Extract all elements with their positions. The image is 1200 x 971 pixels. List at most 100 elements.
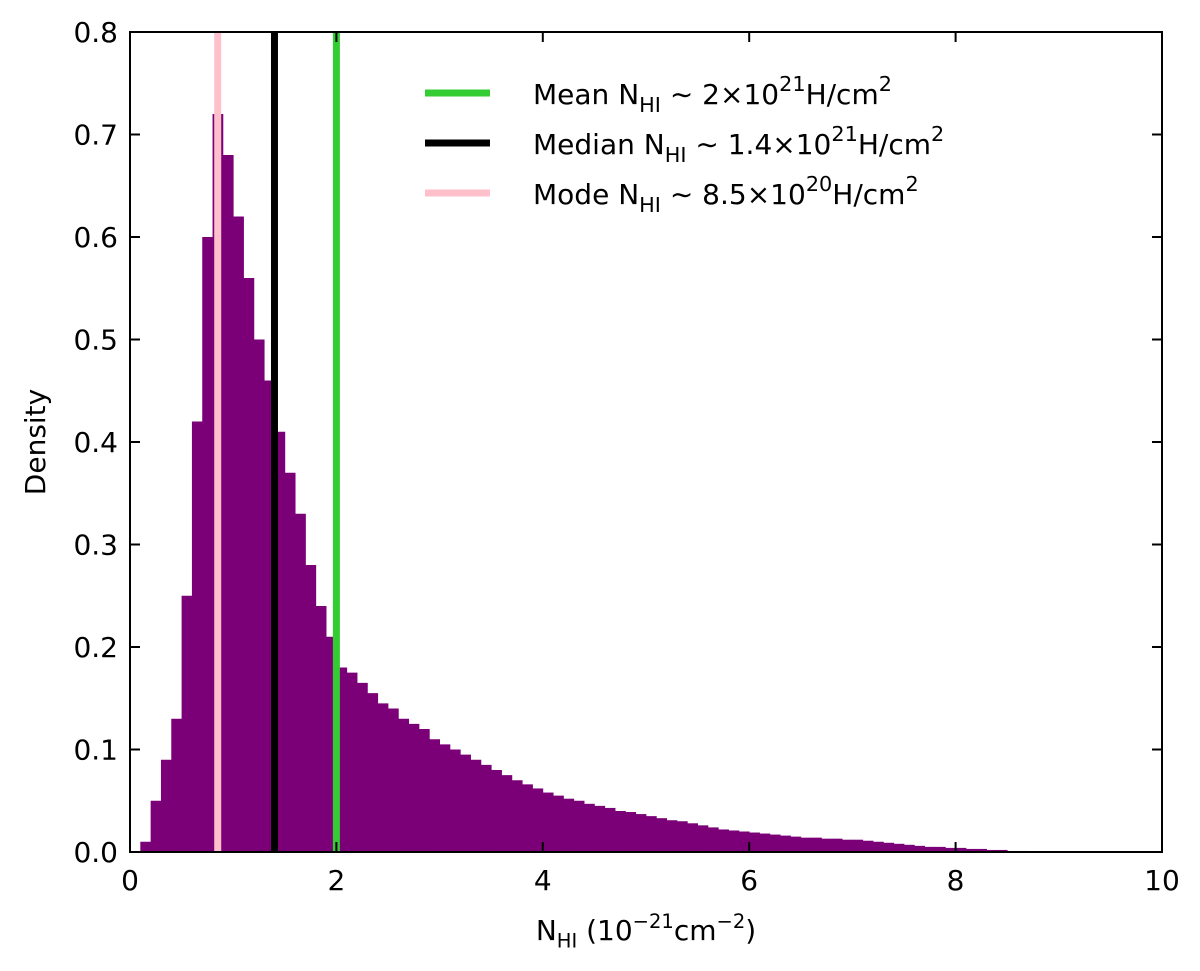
bar (573, 800, 585, 852)
x-tick-label: 6 (740, 864, 758, 897)
bar (264, 380, 275, 852)
bar (522, 784, 533, 852)
legend-label-part: 20 (806, 172, 832, 196)
bar (243, 278, 255, 852)
bar (656, 818, 668, 852)
legend-label-part: ∼ 1.4×10 (686, 128, 831, 161)
bar (914, 845, 926, 852)
bar (666, 820, 678, 852)
y-axis-label: Density (19, 389, 52, 495)
bar (945, 847, 956, 852)
bar (274, 431, 286, 852)
bar (150, 800, 162, 852)
x-tick-label: 0 (121, 864, 139, 897)
bar (470, 759, 482, 852)
bar (439, 744, 451, 852)
bar (852, 839, 864, 852)
bar (821, 838, 833, 852)
x-tick-label: 2 (327, 864, 345, 897)
legend-label-part: H/cm (832, 178, 905, 211)
bar (584, 803, 595, 852)
bar (563, 798, 575, 852)
y-tick-label: 0.7 (73, 119, 118, 152)
bar (800, 837, 812, 852)
bar (976, 848, 987, 852)
bar (171, 718, 182, 852)
bar (491, 770, 502, 852)
bar (738, 831, 750, 852)
bar (707, 827, 719, 852)
x-axis-label-part: −21 (633, 910, 674, 933)
bar (780, 835, 791, 852)
y-tick-label: 0.1 (73, 734, 118, 767)
bar (625, 812, 637, 852)
bar (140, 841, 152, 852)
legend-label-part: HI (639, 193, 661, 217)
legend-label-part: 21 (779, 72, 805, 96)
legend-label-part: ∼ 2×10 (661, 78, 779, 111)
legend-label: Mode NHI ∼ 8.5×1020H/cm2 (533, 172, 919, 217)
bar (532, 788, 544, 852)
legend-label-part: H/cm (806, 78, 879, 111)
legend-label: Mean NHI ∼ 2×1021H/cm2 (533, 72, 892, 117)
bar (553, 795, 564, 852)
x-axis-label-part: (10 (577, 914, 632, 947)
bar (986, 849, 998, 852)
bar (160, 759, 172, 852)
legend-label-part: 2 (905, 172, 918, 196)
x-axis-label-part: ) (745, 914, 756, 947)
bar (904, 844, 915, 852)
bar (418, 729, 430, 852)
bar (955, 847, 967, 852)
x-axis-label-part: HI (557, 930, 577, 953)
bar (594, 805, 606, 852)
bar (697, 825, 709, 852)
bar (429, 739, 440, 852)
bar (965, 848, 977, 852)
bar (831, 838, 843, 852)
bar (449, 749, 461, 852)
legend-label-part: HI (639, 93, 661, 117)
x-axis-label-part: N (536, 914, 557, 947)
bar (842, 839, 853, 852)
x-tick-label: 10 (1144, 864, 1180, 897)
bar (367, 693, 379, 852)
bar (511, 780, 523, 852)
bar (542, 792, 554, 852)
legend-label-part: H/cm (858, 128, 931, 161)
y-tick-label: 0.6 (73, 221, 118, 254)
bar (676, 821, 688, 852)
x-tick-label: 4 (534, 864, 552, 897)
bar (480, 764, 492, 852)
x-axis-label-part: −2 (716, 910, 745, 933)
y-tick-label: 0.2 (73, 631, 118, 664)
x-tick-label: 8 (947, 864, 965, 897)
bar (924, 846, 936, 852)
bar (222, 155, 234, 852)
legend-label-part: HI (665, 143, 687, 167)
bar (460, 754, 471, 852)
bar (934, 846, 946, 852)
legend-label-part: 2 (879, 72, 892, 96)
bar (501, 775, 513, 852)
bar (728, 830, 740, 852)
bar (759, 833, 771, 852)
bar (315, 606, 327, 852)
bar (408, 723, 420, 852)
bar (749, 832, 760, 852)
y-tick-label: 0.3 (73, 529, 118, 562)
legend-label-part: ∼ 8.5×10 (661, 178, 806, 211)
legend-label-part: Mode N (533, 178, 639, 211)
bar (398, 718, 410, 852)
bar (233, 216, 244, 852)
legend-label: Median NHI ∼ 1.4×1021H/cm2 (533, 122, 944, 167)
bar (873, 841, 884, 852)
bar (893, 843, 905, 852)
legend-label-part: Median N (533, 128, 665, 161)
bar (604, 807, 616, 852)
bar (377, 703, 389, 852)
bar (388, 708, 399, 852)
bar (615, 811, 626, 852)
bar (305, 565, 317, 852)
bar (357, 682, 368, 852)
